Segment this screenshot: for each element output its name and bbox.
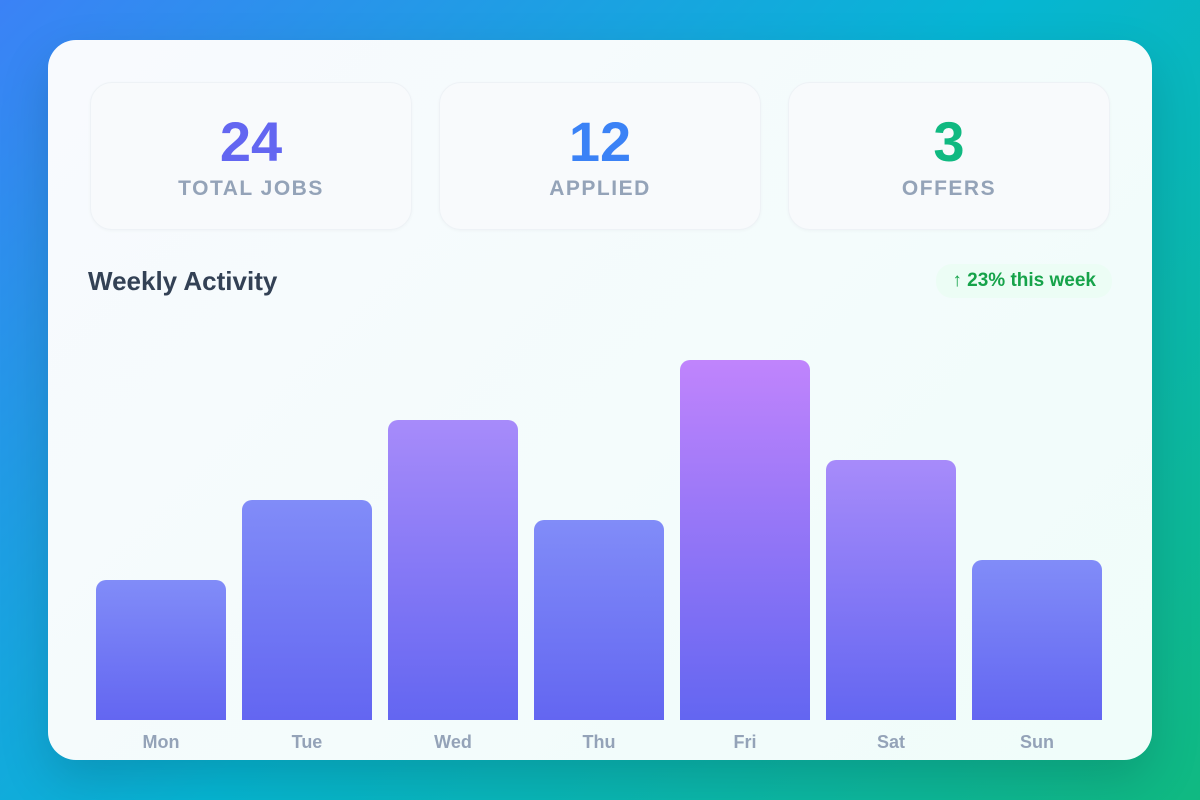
stat-applied: 12 APPLIED — [439, 82, 761, 230]
stat-offers: 3 OFFERS — [788, 82, 1110, 230]
x-tick-label: Mon — [142, 732, 180, 752]
x-tick-label: Wed — [434, 732, 472, 752]
stat-value: 12 — [568, 110, 632, 173]
bar-sun — [972, 560, 1102, 720]
stat-label: APPLIED — [549, 177, 651, 200]
dashboard-card: 24 TOTAL JOBS 12 APPLIED 3 OFFERS Weekly… — [48, 40, 1152, 760]
bar-mon — [96, 580, 226, 720]
x-tick-label: Sun — [1020, 732, 1054, 752]
stat-label: TOTAL JOBS — [178, 177, 324, 200]
weekly-activity-chart: Mon Tue Wed Thu Fri Sat Sun — [48, 40, 1152, 760]
section-title: Weekly Activity — [88, 266, 278, 296]
stat-value: 24 — [219, 110, 283, 173]
stat-total-jobs: 24 TOTAL JOBS — [90, 82, 412, 230]
x-tick-label: Tue — [291, 732, 323, 752]
bar-wed — [388, 420, 518, 720]
stat-label: OFFERS — [901, 177, 997, 200]
x-tick-label: Fri — [733, 732, 757, 752]
x-tick-label: Sat — [876, 732, 905, 752]
bar-tue — [242, 500, 372, 720]
trend-badge: ↑ 23% this week — [936, 264, 1112, 298]
bar-fri — [680, 360, 810, 720]
bar-sat — [826, 460, 956, 720]
stat-value: 3 — [933, 110, 965, 173]
x-tick-label: Thu — [582, 732, 616, 752]
bar-thu — [534, 520, 664, 720]
